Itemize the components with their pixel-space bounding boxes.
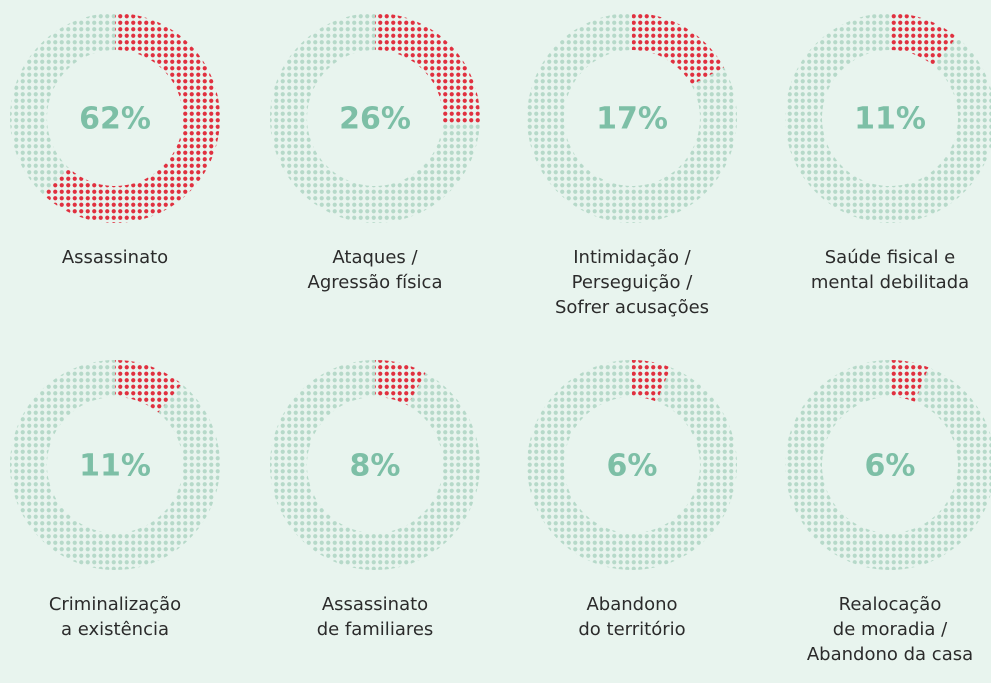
category-label: Abandono do território bbox=[578, 594, 686, 640]
donut-segment bbox=[785, 13, 991, 223]
donut-segment bbox=[527, 13, 738, 224]
category-label: Criminalização a existência bbox=[48, 594, 182, 640]
donut-segment bbox=[785, 360, 991, 570]
donut-segment bbox=[375, 13, 480, 125]
category-label: Ataques / Agressão física bbox=[307, 247, 443, 293]
category-label: Assassinato de familiares bbox=[316, 594, 434, 640]
donut-segment bbox=[890, 13, 957, 66]
donut-segment bbox=[632, 360, 671, 402]
category-label: Realocação de moradia / Abandono da casa bbox=[806, 594, 974, 665]
center-label: 6% bbox=[865, 449, 916, 484]
donut-segment bbox=[10, 360, 221, 571]
donut-segment bbox=[375, 360, 426, 406]
category-label: Assassinato bbox=[61, 247, 169, 268]
donut-segment bbox=[632, 13, 725, 86]
category-label: Saúde fisical e mental debilitada bbox=[810, 247, 970, 293]
category-label: Intimidação / Perseguição / Sofrer acusa… bbox=[554, 247, 710, 318]
donut-segment bbox=[270, 13, 480, 223]
donut-segment bbox=[270, 360, 480, 570]
center-label: 11% bbox=[79, 449, 151, 484]
donut-segment bbox=[115, 360, 182, 413]
center-label: 62% bbox=[79, 102, 151, 137]
center-label: 17% bbox=[596, 102, 668, 137]
center-label: 8% bbox=[350, 449, 401, 484]
donut-segment bbox=[43, 13, 221, 224]
donut-segment bbox=[10, 13, 116, 195]
donut-segment bbox=[890, 360, 929, 402]
center-label: 11% bbox=[854, 102, 926, 137]
center-label: 26% bbox=[339, 102, 411, 137]
center-label: 6% bbox=[607, 449, 658, 484]
donut-segment bbox=[527, 359, 737, 570]
